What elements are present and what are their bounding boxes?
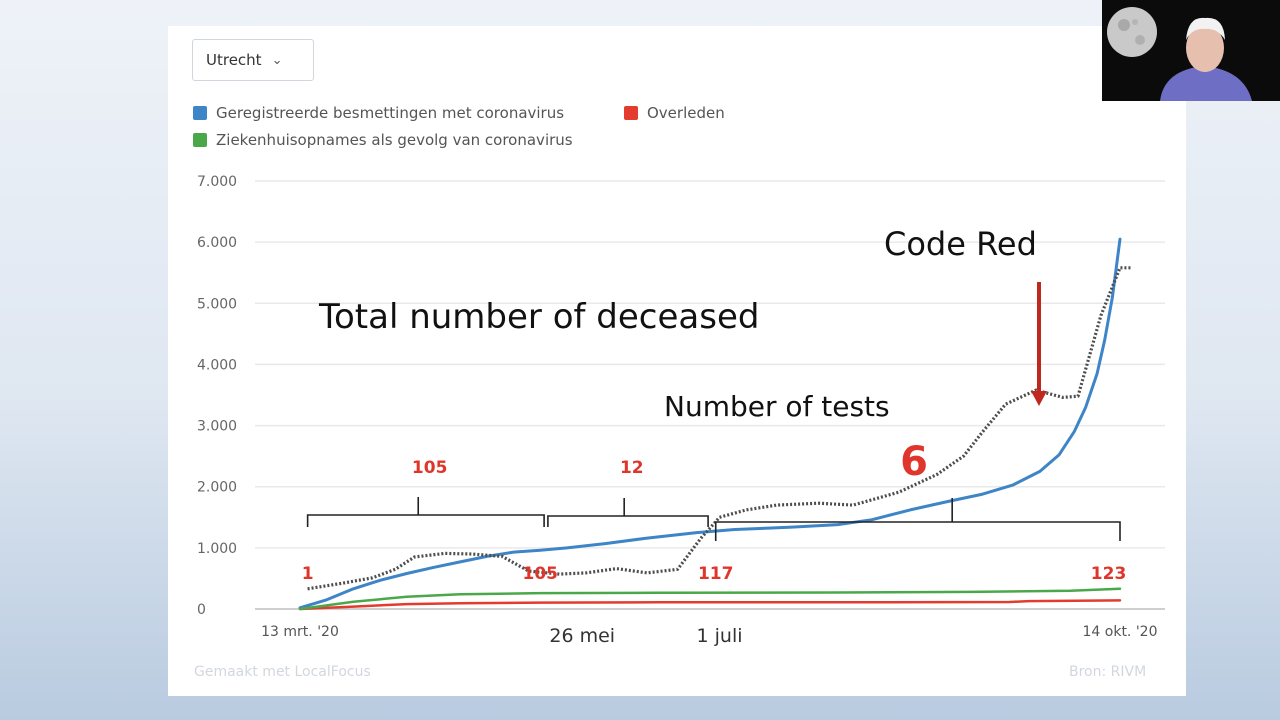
y-tick-label: 0 — [197, 602, 206, 618]
legend-swatch-blue — [193, 106, 207, 120]
person-shirt — [1160, 66, 1252, 101]
period-bracket — [306, 497, 545, 527]
person-face — [1186, 24, 1224, 72]
annotation-total-deceased: Total number of deceased — [318, 297, 759, 337]
annotation-six: 6 — [900, 439, 928, 485]
region-dropdown-value: Utrecht — [206, 51, 262, 69]
legend-swatch-red — [624, 106, 638, 120]
y-tick-label: 7.000 — [197, 174, 237, 190]
infections-line — [298, 237, 1122, 610]
moon-icon — [1107, 7, 1157, 57]
period-label: 123 — [1091, 564, 1127, 584]
period-bracket — [547, 498, 709, 527]
hospital-line — [298, 587, 1122, 611]
y-tick-label: 2.000 — [197, 480, 237, 496]
tests-line — [307, 266, 1132, 591]
legend-label: Ziekenhuisopnames als gevolg van coronav… — [216, 131, 573, 149]
period-label: 117 — [698, 564, 734, 584]
deceased-line — [298, 599, 1122, 611]
period-label: 105 — [523, 564, 559, 584]
chart-card — [168, 26, 1186, 696]
legend-item-hospital[interactable]: Ziekenhuisopnames als gevolg van coronav… — [193, 131, 573, 149]
presenter-video — [1102, 0, 1280, 101]
y-tick-label: 4.000 — [197, 357, 237, 373]
annotation-code-red: Code Red — [884, 225, 1037, 263]
code-red-arrowhead — [1031, 391, 1047, 406]
webcam-overlay — [1102, 0, 1280, 101]
legend-label: Geregistreerde besmettingen met coronavi… — [216, 104, 565, 122]
y-tick-label: 5.000 — [197, 296, 237, 312]
y-tick-label: 1.000 — [197, 541, 237, 557]
x-tick-label: 13 mrt. '20 — [261, 624, 339, 640]
legend-label: Overleden — [647, 104, 725, 122]
y-tick-label: 6.000 — [197, 235, 237, 251]
period-bracket — [714, 498, 1121, 541]
x-tick-label: 14 okt. '20 — [1083, 624, 1158, 640]
annotation-number-of-tests: Number of tests — [664, 390, 890, 423]
period-label: 12 — [620, 458, 644, 478]
y-tick-label: 3.000 — [197, 419, 237, 435]
chevron-down-icon: ⌄ — [271, 52, 283, 68]
date-label: 1 juli — [697, 625, 743, 647]
legend-item-infections[interactable]: Geregistreerde besmettingen met coronavi… — [193, 104, 564, 122]
source-credit: Bron: RIVM — [1069, 664, 1147, 680]
date-label: 26 mei — [549, 625, 615, 647]
legend-item-deceased[interactable]: Overleden — [624, 104, 725, 122]
legend-swatch-green — [193, 133, 207, 147]
made-with-credit: Gemaakt met LocalFocus — [194, 664, 371, 680]
period-label: 1 — [302, 564, 314, 584]
period-label: 105 — [412, 458, 448, 478]
person-hair — [1186, 17, 1225, 40]
region-dropdown[interactable]: Utrecht ⌄ — [192, 39, 314, 81]
